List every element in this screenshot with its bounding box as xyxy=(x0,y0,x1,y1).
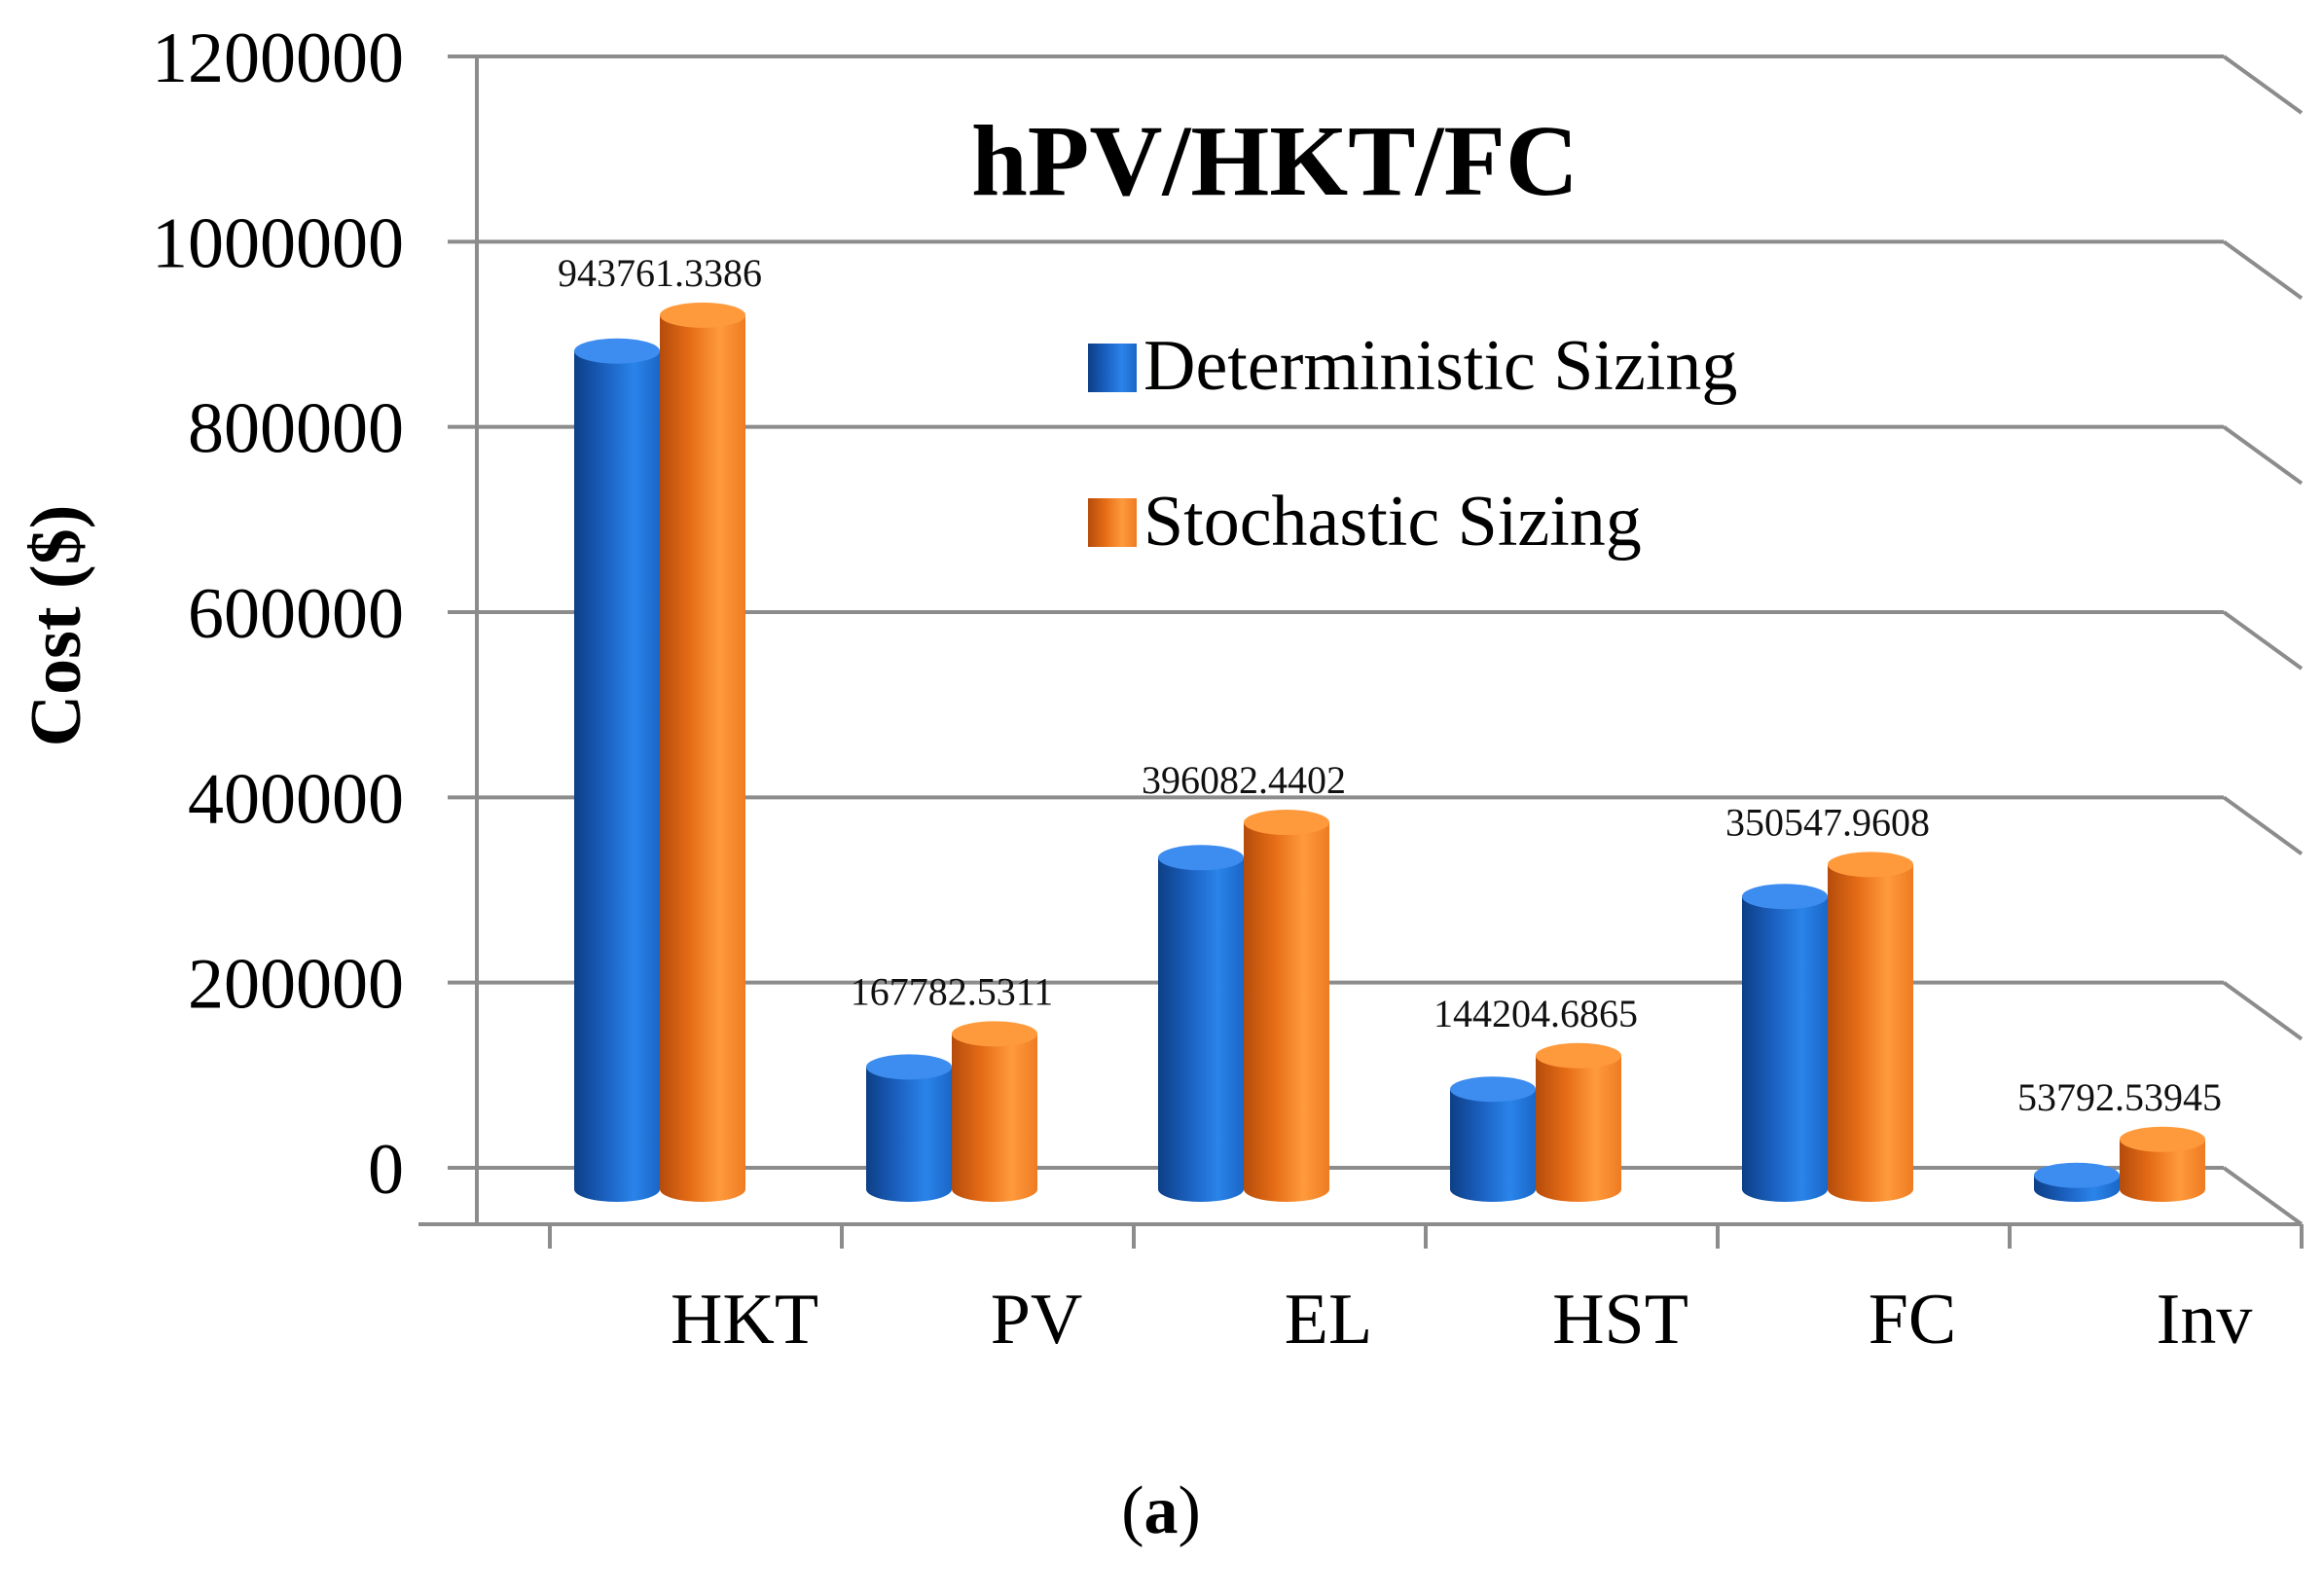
data-label: 144204.6865 xyxy=(1434,992,1638,1035)
legend-swatch-deterministic xyxy=(1088,344,1137,392)
gridlines xyxy=(448,54,2304,1226)
data-label: 53792.53945 xyxy=(2017,1075,2222,1119)
data-labels: 943761.3386 167782.5311 396082.4402 144204.… xyxy=(558,251,2222,1119)
data-label: 350547.9608 xyxy=(1725,800,1930,844)
bar-stochastic-sizing-fc xyxy=(1828,852,1913,1202)
bar-deterministic-sizing-hst xyxy=(1450,1076,1536,1202)
x-tick-label: HST xyxy=(1552,1280,1688,1360)
legend-label-stochastic: Stochastic Sizing xyxy=(1143,482,1642,562)
data-label: 943761.3386 xyxy=(558,251,762,295)
x-tick-label: EL xyxy=(1285,1280,1372,1360)
x-axis: HKT PV EL HST FC Inv xyxy=(418,1168,2304,1360)
y-tick-label: 1200000 xyxy=(152,18,404,98)
gridline-side xyxy=(2222,239,2304,300)
bars xyxy=(574,302,2205,1202)
gridline-side xyxy=(2222,425,2304,486)
y-tick-label: 800000 xyxy=(188,389,404,469)
legend-label-deterministic: Deterministic Sizing xyxy=(1143,326,1737,406)
y-tick-label: 1000000 xyxy=(152,203,404,283)
bar-deterministic-sizing-pv xyxy=(866,1054,952,1202)
x-tick-label: FC xyxy=(1869,1280,1957,1360)
x-tick-label: PV xyxy=(991,1280,1083,1360)
figure-caption: (a) xyxy=(1121,1473,1201,1548)
bar-stochastic-sizing-pv xyxy=(952,1021,1037,1202)
x-tick-label: HKT xyxy=(671,1280,818,1360)
bar-stochastic-sizing-el xyxy=(1244,810,1329,1202)
y-tick-label: 600000 xyxy=(188,574,404,654)
bar-deterministic-sizing-fc xyxy=(1742,884,1828,1202)
bar-deterministic-sizing-el xyxy=(1158,845,1244,1202)
y-tick-label: 200000 xyxy=(188,945,404,1025)
bar-stochastic-sizing-hkt xyxy=(660,302,745,1202)
y-axis-ticks: 0 200000 400000 600000 800000 1000000 1200000 xyxy=(152,18,404,1210)
gridline-side xyxy=(2222,795,2304,855)
data-label: 167782.5311 xyxy=(851,969,1054,1013)
gridline-side xyxy=(2222,610,2304,671)
y-tick-label: 400000 xyxy=(188,759,404,839)
bar-stochastic-sizing-hst xyxy=(1536,1042,1621,1202)
gridline-side xyxy=(2222,1166,2304,1226)
data-label: 396082.4402 xyxy=(1142,758,1346,802)
y-tick-label: 0 xyxy=(368,1130,404,1210)
x-tick-label: Inv xyxy=(2157,1280,2253,1360)
bar-deterministic-sizing-hkt xyxy=(574,338,660,1202)
legend-swatch-stochastic xyxy=(1088,498,1137,547)
chart-title: hPV/HKT/FC xyxy=(971,105,1579,217)
bar-stochastic-sizing-inv xyxy=(2120,1126,2205,1202)
y-axis-title: Cost ($) xyxy=(17,505,96,747)
bar-deterministic-sizing-inv xyxy=(2034,1162,2120,1202)
legend: Deterministic Sizing Stochastic Sizing xyxy=(1088,326,1737,562)
gridline-side xyxy=(2222,981,2304,1041)
gridline-side xyxy=(2222,54,2304,115)
